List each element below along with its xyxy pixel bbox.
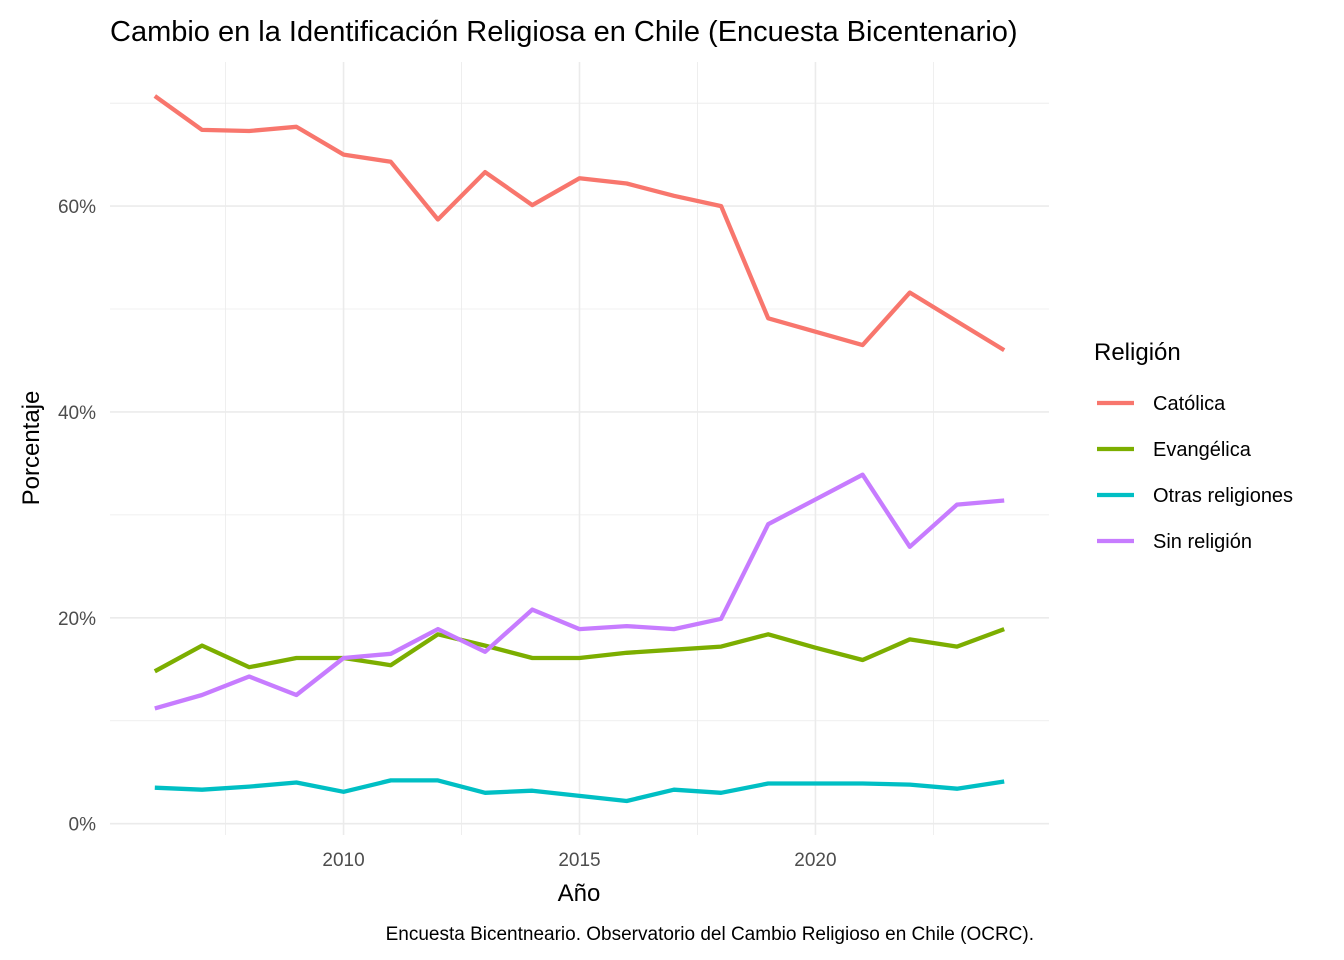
y-tick-label: 0% [69, 815, 97, 836]
series-line-otras-religiones [154, 778, 1005, 804]
chart-title: Cambio en la Identificación Religiosa en… [110, 16, 1018, 48]
legend-label-otras-religiones: Otras religiones [1153, 485, 1293, 507]
legend-label-catolica: Católica [1153, 393, 1226, 415]
legend-title: Religión [1094, 339, 1181, 366]
legend: Religión Católica Evangélica Otras religio… [1094, 339, 1293, 553]
y-axis-title: Porcentaje [18, 391, 45, 506]
x-tick-label: 2010 [322, 850, 364, 871]
y-tick-label: 20% [58, 609, 96, 630]
y-tick-label: 60% [58, 197, 96, 218]
legend-label-evangelica: Evangélica [1153, 439, 1252, 461]
series-lines [153, 94, 1006, 804]
grid [110, 62, 1049, 835]
x-tick-label: 2015 [558, 850, 600, 871]
series-line-sin-religion [154, 472, 1005, 711]
series-line-evangelica [153, 627, 1005, 674]
x-axis-ticks: 2010 2015 2020 [322, 850, 836, 871]
chart-caption: Encuesta Bicentneario. Observatorio del … [386, 924, 1034, 945]
legend-label-sin-religion: Sin religión [1153, 531, 1252, 553]
series-line-catolica [153, 94, 1006, 353]
x-tick-label: 2020 [794, 850, 836, 871]
x-axis-title: Año [558, 880, 601, 907]
y-tick-label: 40% [58, 403, 96, 424]
y-axis-ticks: 0% 20% 40% 60% [58, 197, 96, 836]
